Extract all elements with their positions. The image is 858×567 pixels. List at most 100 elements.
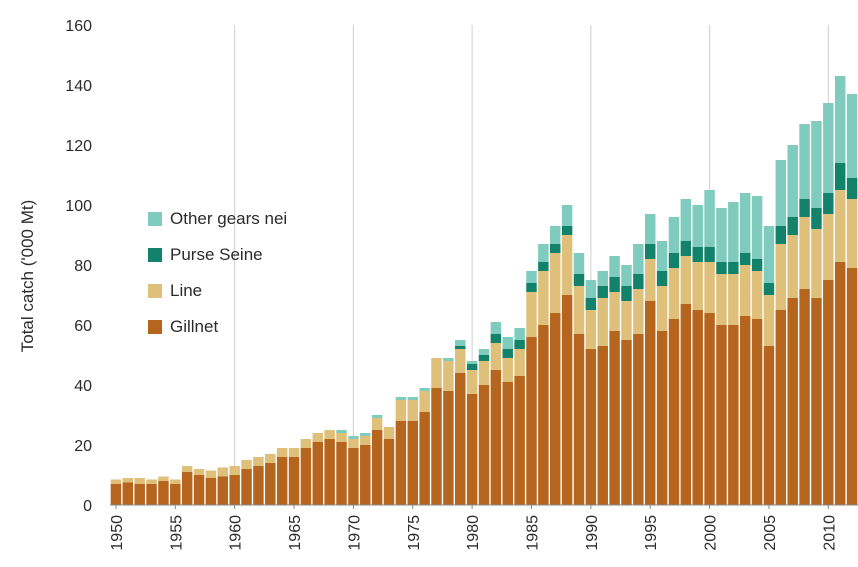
- bar-line-2003: [739, 265, 751, 316]
- bar-line-1997: [668, 268, 680, 319]
- bar-line-1971: [360, 436, 371, 445]
- y-tick-labels: 0 20 40 60 80 100 120 140 160: [65, 18, 92, 515]
- bar-line-1969: [336, 433, 347, 442]
- bar-line-1955: [170, 479, 181, 484]
- legend-label-purse-seine: Purse Seine: [170, 245, 263, 264]
- bar-purse-seine-1982: [490, 334, 502, 343]
- bar-purse-seine-1994: [633, 274, 644, 289]
- bar-purse-seine-1992: [609, 277, 620, 292]
- bar-purse-seine-2000: [704, 247, 715, 262]
- bar-gillnet-1997: [668, 319, 680, 505]
- bar-gillnet-1950: [110, 484, 122, 505]
- bar-other-gears-nei-1979: [455, 340, 466, 346]
- bar-gillnet-1954: [158, 481, 169, 505]
- bar-gillnet-1974: [395, 421, 407, 505]
- bar-gillnet-1952: [134, 484, 145, 505]
- bar-line-2005: [763, 295, 775, 346]
- bar-line-1995: [644, 259, 656, 301]
- bar-gillnet-1964: [276, 457, 288, 505]
- bar-gillnet-1999: [692, 310, 703, 505]
- bar-purse-seine-2004: [751, 259, 763, 271]
- bar-line-1952: [134, 478, 145, 484]
- bar-line-2006: [775, 244, 787, 310]
- bar-purse-seine-1987: [550, 244, 561, 253]
- bar-purse-seine-2007: [787, 217, 798, 235]
- legend-label-line: Line: [170, 281, 202, 300]
- bar-line-1953: [146, 479, 157, 484]
- x-tick-label-2010: 2010: [821, 515, 838, 551]
- y-tick-label-160: 160: [65, 18, 92, 35]
- bar-line-1974: [395, 400, 407, 421]
- bar-gillnet-1956: [181, 472, 193, 505]
- y-axis-title: Total catch ('000 Mt): [18, 200, 37, 353]
- y-tick-label-0: 0: [83, 498, 92, 515]
- bar-line-2000: [704, 262, 715, 313]
- bar-line-1957: [193, 469, 205, 475]
- bar-gillnet-1959: [217, 476, 229, 505]
- bar-purse-seine-1979: [455, 346, 466, 349]
- bar-other-gears-nei-2003: [739, 193, 751, 253]
- bar-other-gears-nei-1999: [692, 205, 703, 247]
- bar-line-1992: [609, 292, 620, 331]
- bar-gillnet-2011: [834, 262, 846, 505]
- bar-other-gears-nei-2009: [811, 121, 822, 208]
- bar-purse-seine-2006: [775, 226, 787, 244]
- bar-purse-seine-1998: [680, 241, 692, 256]
- bar-other-gears-nei-1969: [336, 430, 347, 433]
- bar-purse-seine-1993: [621, 286, 632, 301]
- legend-swatch-line: [148, 284, 162, 298]
- bar-gillnet-2002: [728, 325, 739, 505]
- bar-gillnet-2009: [811, 298, 822, 505]
- legend-label-gillnet: Gillnet: [170, 317, 218, 336]
- bar-line-1982: [490, 343, 502, 370]
- x-tick-label-1950: 1950: [109, 515, 126, 551]
- bar-purse-seine-1991: [597, 286, 608, 298]
- bar-line-1970: [348, 439, 359, 448]
- bar-other-gears-nei-1995: [644, 214, 656, 244]
- bar-other-gears-nei-1993: [621, 265, 632, 286]
- bar-other-gears-nei-1972: [371, 415, 383, 418]
- bar-other-gears-nei-1997: [668, 217, 680, 253]
- bar-gillnet-1975: [407, 421, 418, 505]
- bar-line-1985: [526, 292, 537, 337]
- bar-purse-seine-1989: [573, 274, 585, 286]
- bar-gillnet-1998: [680, 304, 692, 505]
- bar-other-gears-nei-2006: [775, 160, 787, 226]
- bar-gillnet-1967: [312, 442, 324, 505]
- y-tick-label-20: 20: [74, 438, 92, 455]
- x-tick-label-1975: 1975: [406, 515, 423, 551]
- bar-purse-seine-2008: [799, 199, 810, 217]
- bar-gillnet-2007: [787, 298, 798, 505]
- bar-line-1966: [300, 439, 312, 448]
- bar-purse-seine-2003: [739, 253, 751, 265]
- bar-gillnet-1987: [550, 313, 561, 505]
- legend-swatch-other-gears-nei: [148, 212, 162, 226]
- bar-line-1993: [621, 301, 632, 340]
- bar-line-1981: [478, 361, 490, 385]
- bar-purse-seine-1999: [692, 247, 703, 262]
- y-tick-label-80: 80: [74, 258, 92, 275]
- bar-line-2011: [834, 190, 846, 262]
- bar-gillnet-1969: [336, 442, 347, 505]
- bar-gillnet-1995: [644, 301, 656, 505]
- bar-purse-seine-1983: [502, 349, 513, 358]
- bar-line-1959: [217, 467, 229, 477]
- bar-line-1979: [455, 349, 466, 373]
- bar-purse-seine-1996: [656, 271, 668, 286]
- bar-other-gears-nei-2002: [728, 202, 739, 262]
- bar-gillnet-1955: [170, 484, 181, 505]
- bar-gillnet-1960: [229, 475, 240, 505]
- bar-gillnet-1958: [205, 478, 217, 505]
- bar-other-gears-nei-1983: [502, 337, 513, 349]
- bar-gillnet-1991: [597, 346, 608, 505]
- bar-other-gears-nei-1976: [419, 388, 430, 391]
- bar-line-2009: [811, 229, 822, 298]
- bar-gillnet-1990: [585, 349, 597, 505]
- bar-line-1988: [561, 235, 573, 295]
- bar-line-1960: [229, 466, 240, 475]
- bar-other-gears-nei-1986: [538, 244, 549, 262]
- bar-line-1990: [585, 310, 597, 349]
- x-tick-label-1980: 1980: [465, 515, 482, 551]
- y-tick-label-120: 120: [65, 138, 92, 155]
- bar-other-gears-nei-1971: [360, 433, 371, 436]
